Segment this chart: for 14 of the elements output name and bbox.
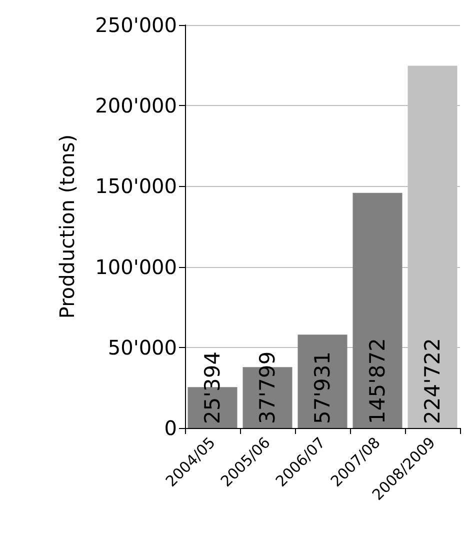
data-label: 145'872 (366, 338, 390, 424)
data-label: 25'394 (200, 351, 224, 424)
y-tick-label: 0 (164, 416, 177, 440)
y-axis-title: Prodduction (tons) (55, 134, 79, 319)
bar (352, 192, 402, 428)
y-tick-label: 50'000 (108, 335, 177, 360)
bar (298, 334, 348, 428)
data-label: 57'931 (310, 351, 334, 424)
y-tick-label: 100'000 (95, 254, 177, 279)
y-tick-label: 200'000 (95, 94, 177, 118)
data-label: 224'722 (420, 338, 444, 424)
data-label: 37'799 (256, 351, 280, 424)
y-tick-label: 150'000 (95, 174, 177, 198)
y-tick-label: 250'000 (95, 13, 177, 37)
